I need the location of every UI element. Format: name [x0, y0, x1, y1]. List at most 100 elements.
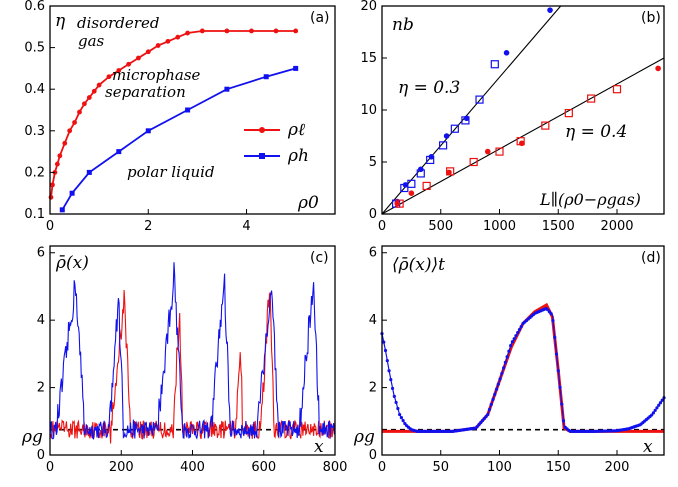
annotation-eta-0-4: η = 0.4 — [565, 122, 627, 142]
avg-profile-point — [503, 360, 507, 364]
avg-profile-point — [556, 369, 560, 373]
panel-a-legend: ρℓ ρh — [244, 120, 309, 166]
x-tick-label: 1000 — [483, 219, 516, 234]
avg-profile-point — [554, 352, 559, 356]
avg-profile-point — [505, 355, 509, 359]
data-point-rho-h — [224, 86, 230, 92]
y-tick-label: 0 — [369, 448, 377, 463]
data-point-open — [416, 169, 425, 178]
data-point-rho-l — [175, 34, 181, 40]
data-point — [443, 133, 450, 139]
data-point-rho-l — [224, 28, 230, 34]
avg-profile-point — [653, 408, 657, 412]
panel-a-xlabel: ρ0 — [297, 193, 319, 213]
panel-c-xlabel: x — [314, 437, 324, 457]
avg-profile-point — [514, 334, 518, 338]
data-point-open — [426, 155, 435, 165]
data-point-open — [564, 109, 573, 118]
panel-a-ticks: 0 2 4 0.1 0.2 0.3 0.4 0.5 0.6 — [24, 0, 250, 234]
data-point-rho-l — [249, 28, 254, 34]
x-tick-label: 0 — [378, 460, 386, 475]
panel-b-xlabel: L∥(ρ0−ρgas) — [539, 190, 641, 209]
data-point-rho-l — [62, 140, 68, 146]
avg-profile-point — [392, 394, 396, 398]
panel-c-ticks: 0 200 400 600 800 0 2 4 6 — [37, 246, 348, 475]
data-point-open — [469, 157, 478, 167]
avg-profile-point — [487, 407, 492, 412]
data-point — [408, 190, 415, 196]
data-point-open — [541, 121, 550, 130]
data-point-open — [495, 147, 504, 156]
data-point-rho-l — [72, 120, 77, 125]
data-point-rho-l — [48, 194, 54, 200]
data-point-rho-h — [145, 128, 151, 134]
avg-profile-point — [401, 419, 405, 423]
avg-profile-point — [486, 412, 490, 417]
data-point-open — [490, 60, 499, 69]
y-tick-label: 0.2 — [24, 165, 45, 180]
panel-b-label: (b) — [641, 10, 661, 26]
annotation-polar-liquid: polar liquid — [127, 163, 215, 181]
avg-profile-point — [496, 382, 500, 386]
x-tick-label: 400 — [180, 460, 205, 475]
avg-profile-point — [655, 406, 659, 410]
data-point-open — [475, 95, 484, 104]
avg-profile-point — [516, 331, 520, 335]
data-point-rho-l — [126, 61, 132, 67]
avg-profile-point — [387, 369, 391, 373]
x-tick-label: 2000 — [600, 219, 633, 234]
data-point-rho-l — [81, 101, 87, 107]
avg-profile-point — [660, 398, 664, 402]
data-point-rho-l — [67, 128, 73, 134]
avg-profile-point — [398, 412, 402, 417]
y-tick-label: 0.3 — [24, 124, 45, 139]
data-point-rho-l — [155, 43, 161, 48]
avg-profile-point — [507, 349, 511, 353]
panel-b: 0 500 1000 1500 2000 0 5 10 15 20 (b) nb L∥(ρ0−ρg… — [360, 0, 665, 234]
data-point-rho-l — [273, 28, 279, 34]
panel-c-plot-area — [49, 262, 336, 444]
panel-d-xlabel: x — [643, 437, 653, 457]
data-point-open — [422, 181, 431, 191]
panel-d-label: (d) — [641, 250, 661, 266]
data-point-open — [450, 124, 459, 133]
avg-profile-point — [658, 401, 663, 405]
data-point-rho-l — [145, 49, 151, 55]
x-tick-label: 600 — [251, 460, 276, 475]
avg-profile-point — [551, 319, 555, 323]
x-tick-label: 200 — [605, 460, 630, 475]
y-tick-label: 0.6 — [24, 0, 45, 14]
legend-marker-rho-h — [259, 153, 265, 159]
avg-profile-point — [657, 403, 661, 407]
avg-profile-point — [383, 348, 388, 353]
panel-a-ylabel: η — [55, 11, 66, 31]
panel-a-label: (a) — [310, 10, 330, 26]
data-point-rho-l — [199, 28, 205, 34]
legend-label-rho-h: ρh — [287, 146, 309, 166]
y-tick-label: 0.4 — [24, 82, 45, 97]
data-point-rho-l — [54, 161, 60, 167]
x-tick-label: 800 — [323, 460, 348, 475]
x-tick-label: 1500 — [542, 219, 575, 234]
data-point — [394, 200, 401, 207]
data-point — [655, 65, 661, 72]
panel-d-plot-area — [380, 302, 666, 434]
data-point-rho-l — [77, 109, 82, 115]
y-tick-label: 0.5 — [24, 41, 45, 56]
data-point — [547, 7, 553, 13]
data-point-rho-l — [86, 95, 92, 100]
data-point-rho-l — [116, 68, 122, 73]
panel-d: 0 50 100 150 200 0 2 4 6 (d) ⟨ρ̄(x)⟩t x ρg — [353, 245, 666, 475]
data-point-open — [516, 137, 525, 146]
avg-profile-point — [560, 402, 564, 406]
avg-profile-point — [500, 371, 504, 376]
panel-d-ticks: 0 50 100 150 200 0 2 4 6 — [369, 246, 630, 475]
data-point-open — [461, 116, 470, 125]
y-tick-label: 0.1 — [24, 207, 45, 222]
y-tick-label: 0 — [37, 448, 45, 463]
data-point-open — [439, 141, 448, 150]
y-tick-label: 20 — [360, 0, 377, 14]
density-profile-blue — [49, 262, 336, 440]
y-tick-label: 4 — [37, 313, 45, 328]
x-tick-label: 0 — [46, 219, 54, 234]
